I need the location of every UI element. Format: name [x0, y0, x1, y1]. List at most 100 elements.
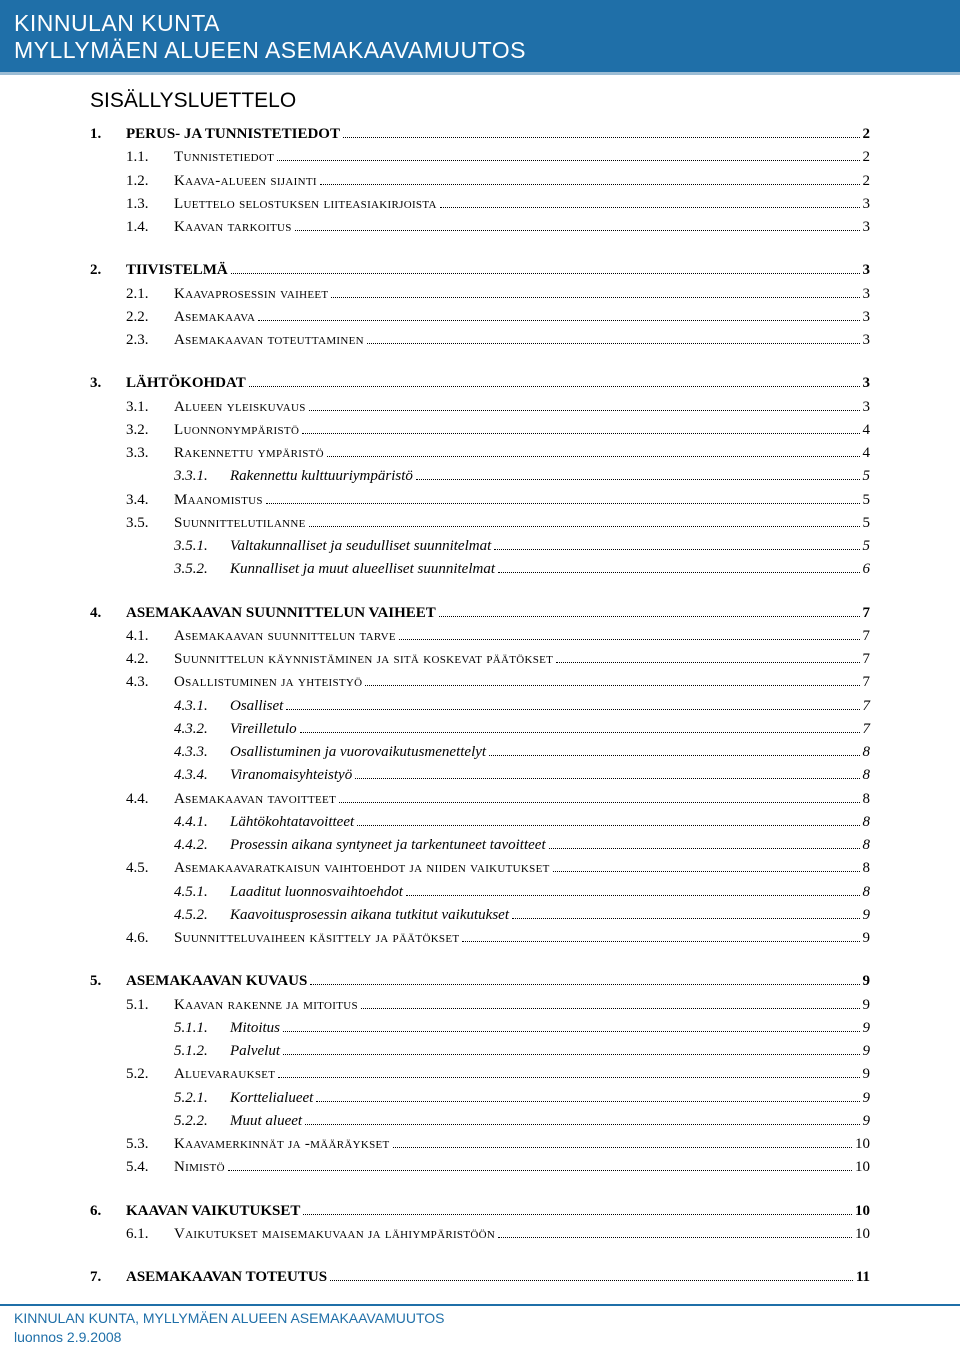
toc-entry-number: 4.6.: [126, 927, 174, 950]
toc-entry-page: 9: [863, 927, 871, 950]
toc-entry[interactable]: 5.2.1.Korttelialueet9: [174, 1087, 870, 1110]
toc-entry-page: 10: [855, 1133, 870, 1156]
toc-entry-page: 4: [863, 419, 871, 442]
toc-entry-page: 9: [863, 1110, 871, 1133]
toc-entry[interactable]: 5.1.Kaavan rakenne ja mitoitus9: [126, 994, 870, 1017]
toc-entry[interactable]: 5.3.Kaavamerkinnät ja -määräykset10: [126, 1133, 870, 1156]
toc-entry-number: 4.5.: [126, 857, 174, 880]
toc-entry[interactable]: 3.5.1.Valtakunnalliset ja seudulliset su…: [174, 535, 870, 558]
toc-entry[interactable]: 4.6.Suunnitteluvaiheen käsittely ja päät…: [126, 927, 870, 950]
toc-entry[interactable]: 5.2.2.Muut alueet9: [174, 1110, 870, 1133]
toc-entry[interactable]: 1.2.Kaava-alueen sijainti2: [126, 170, 870, 193]
toc-entry-page: 10: [855, 1223, 870, 1246]
toc-entry-page: 3: [863, 283, 871, 306]
toc-entry-page: 8: [863, 741, 871, 764]
toc-entry[interactable]: 4.5.Asemakaavaratkaisun vaihtoehdot ja n…: [126, 857, 870, 880]
toc-entry[interactable]: 5.1.1.Mitoitus9: [174, 1017, 870, 1040]
toc-entry-page: 8: [863, 764, 871, 787]
toc-entry[interactable]: 3.LÄHTÖKOHDAT 3: [90, 372, 870, 395]
toc-entry[interactable]: 3.4.Maanomistus5: [126, 489, 870, 512]
toc-entry-label: Osalliset: [230, 695, 283, 718]
toc-entry-label: Aluevaraukset: [174, 1063, 275, 1086]
toc-entry[interactable]: 3.2.Luonnonympäristö4: [126, 419, 870, 442]
toc-entry[interactable]: 1.PERUS- JA TUNNISTETIEDOT2: [90, 123, 870, 146]
toc-entry-label: Kunnalliset ja muut alueelliset suunnite…: [230, 558, 495, 581]
toc-entry[interactable]: 3.1.Alueen yleiskuvaus3: [126, 396, 870, 419]
toc-leader-dots: [283, 1054, 860, 1055]
toc-entry[interactable]: 4.3.2.Vireilletulo7: [174, 718, 870, 741]
toc-entry[interactable]: 3.5.2.Kunnalliset ja muut alueelliset su…: [174, 558, 870, 581]
toc-entry-number: 3.5.1.: [174, 535, 230, 558]
toc-entry-page: 7: [863, 695, 871, 718]
toc-entry-number: 4.4.1.: [174, 811, 230, 834]
toc-entry-label: Osallistuminen ja vuorovaikutusmenettely…: [230, 741, 486, 764]
toc-entry-label: Vaikutukset maisemakuvaan ja lähiympäris…: [174, 1223, 495, 1246]
toc-entry-label: Rakennettu ympäristö: [174, 442, 324, 465]
toc-entry-number: 4.: [90, 602, 126, 625]
toc-entry-page: 3: [863, 259, 871, 282]
toc-entry[interactable]: 1.3.Luettelo selostuksen liiteasiakirjoi…: [126, 193, 870, 216]
toc-entry-label: ASEMAKAAVAN SUUNNITTELUN VAIHEET: [126, 602, 436, 625]
toc-entry-label: Tunnistetiedot: [174, 146, 274, 169]
toc-entry-number: 3.: [90, 372, 126, 395]
toc-leader-dots: [310, 984, 859, 985]
toc-entry[interactable]: 4.3.4.Viranomaisyhteistyö8: [174, 764, 870, 787]
toc-entry-number: 6.: [90, 1200, 126, 1223]
toc-entry-number: 5.1.1.: [174, 1017, 230, 1040]
toc-entry-number: 1.2.: [126, 170, 174, 193]
toc-entry[interactable]: 5.4.Nimistö10: [126, 1156, 870, 1179]
table-of-contents: 1.PERUS- JA TUNNISTETIEDOT21.1.Tunnistet…: [90, 123, 870, 1289]
toc-entry[interactable]: 6.KAAVAN VAIKUTUKSET10: [90, 1200, 870, 1223]
toc-leader-dots: [355, 778, 859, 779]
toc-entry[interactable]: 4.4.Asemakaavan tavoitteet8: [126, 788, 870, 811]
toc-entry-label: Nimistö: [174, 1156, 225, 1179]
toc-entry[interactable]: 4.5.2.Kaavoitusprosessin aikana tutkitut…: [174, 904, 870, 927]
toc-entry-page: 9: [863, 904, 871, 927]
toc-entry[interactable]: 4.3.Osallistuminen ja yhteistyö7: [126, 671, 870, 694]
toc-entry[interactable]: 2.TIIVISTELMÄ 3: [90, 259, 870, 282]
toc-entry[interactable]: 2.1.Kaavaprosessin vaiheet3: [126, 283, 870, 306]
toc-entry[interactable]: 1.4.Kaavan tarkoitus3: [126, 216, 870, 239]
toc-entry-label: PERUS- JA TUNNISTETIEDOT: [126, 123, 340, 146]
toc-entry[interactable]: 4.ASEMAKAAVAN SUUNNITTELUN VAIHEET7: [90, 602, 870, 625]
toc-entry-label: Kaavan rakenne ja mitoitus: [174, 994, 358, 1017]
toc-entry[interactable]: 2.2.Asemakaava3: [126, 306, 870, 329]
toc-leader-dots: [393, 1147, 852, 1148]
toc-entry[interactable]: 4.1.Asemakaavan suunnittelun tarve7: [126, 625, 870, 648]
toc-entry[interactable]: 4.3.3.Osallistuminen ja vuorovaikutusmen…: [174, 741, 870, 764]
toc-entry-label: Kaava-alueen sijainti: [174, 170, 317, 193]
toc-entry-page: 10: [855, 1200, 870, 1223]
toc-entry[interactable]: 5.1.2.Palvelut9: [174, 1040, 870, 1063]
toc-entry[interactable]: 4.4.2.Prosessin aikana syntyneet ja tark…: [174, 834, 870, 857]
toc-entry[interactable]: 3.5.Suunnittelutilanne5: [126, 512, 870, 535]
toc-leader-dots: [343, 137, 860, 138]
toc-entry-number: 3.3.1.: [174, 465, 230, 488]
toc-leader-dots: [303, 1214, 852, 1215]
toc-entry-number: 5.2.: [126, 1063, 174, 1086]
toc-entry[interactable]: 6.1.Vaikutukset maisemakuvaan ja lähiymp…: [126, 1223, 870, 1246]
toc-entry-page: 7: [863, 625, 871, 648]
toc-leader-dots: [302, 433, 859, 434]
toc-entry[interactable]: 4.2.Suunnittelun käynnistäminen ja sitä …: [126, 648, 870, 671]
toc-entry[interactable]: 1.1.Tunnistetiedot2: [126, 146, 870, 169]
toc-entry-number: 4.5.2.: [174, 904, 230, 927]
toc-entry[interactable]: 3.3.Rakennettu ympäristö4: [126, 442, 870, 465]
toc-entry[interactable]: 4.4.1.Lähtökohtatavoitteet8: [174, 811, 870, 834]
toc-entry[interactable]: 5.2.Aluevaraukset9: [126, 1063, 870, 1086]
toc-entry[interactable]: 3.3.1.Rakennettu kulttuuriympäristö5: [174, 465, 870, 488]
toc-entry[interactable]: 4.5.1.Laaditut luonnosvaihtoehdot8: [174, 881, 870, 904]
toc-entry[interactable]: 5.ASEMAKAAVAN KUVAUS9: [90, 970, 870, 993]
toc-entry-page: 8: [863, 881, 871, 904]
toc-entry-page: 3: [863, 372, 871, 395]
toc-entry-page: 6: [863, 558, 871, 581]
toc-entry-number: 2.: [90, 259, 126, 282]
toc-entry-page: 10: [855, 1156, 870, 1179]
toc-entry-label: TIIVISTELMÄ: [126, 259, 228, 282]
toc-entry[interactable]: 7.ASEMAKAAVAN TOTEUTUS11: [90, 1266, 870, 1289]
toc-entry-label: Muut alueet: [230, 1110, 302, 1133]
toc-entry[interactable]: 4.3.1.Osalliset7: [174, 695, 870, 718]
toc-entry-number: 4.4.: [126, 788, 174, 811]
toc-entry-page: 3: [863, 329, 871, 352]
toc-entry[interactable]: 2.3.Asemakaavan toteuttaminen3: [126, 329, 870, 352]
toc-entry-label: LÄHTÖKOHDAT: [126, 372, 246, 395]
